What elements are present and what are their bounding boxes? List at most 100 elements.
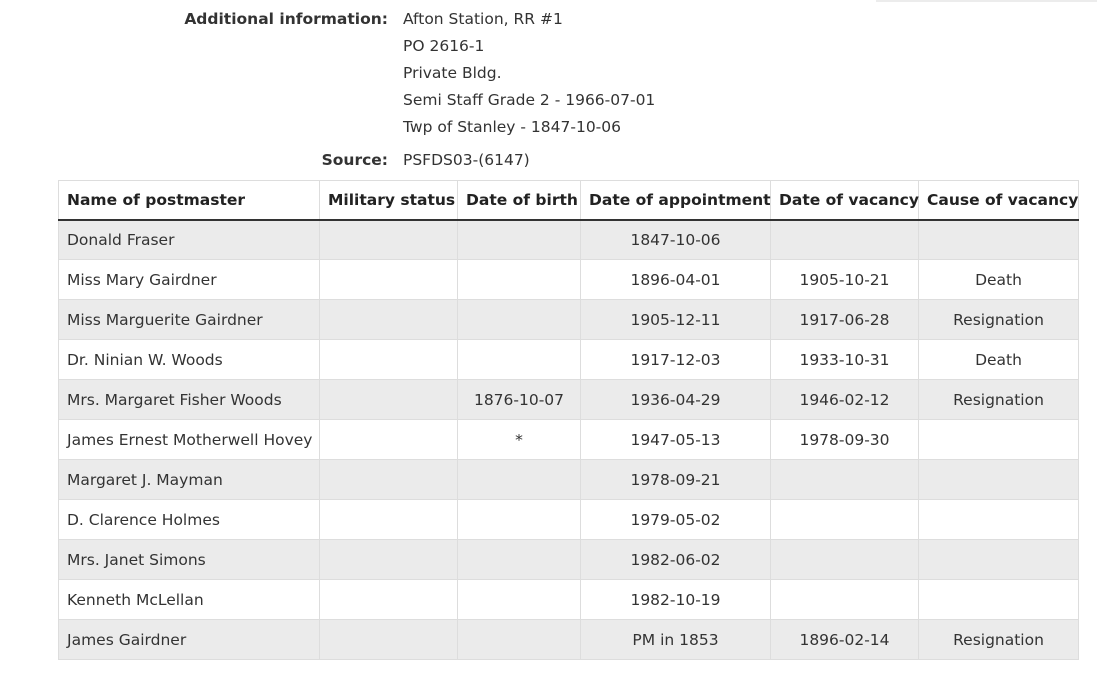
cell-name: D. Clarence Holmes — [58, 499, 320, 540]
cell-cause-of-vacancy: Resignation — [918, 299, 1079, 340]
header-cause-of-vacancy: Cause of vacancy — [918, 180, 1079, 221]
cell-name: Mrs. Margaret Fisher Woods — [58, 379, 320, 420]
table-header-row: Name of postmaster Military status Date … — [58, 180, 1079, 221]
cell-date-of-appointment: 1947-05-13 — [580, 419, 771, 460]
postoffice-info: Additional information: Afton Station, R… — [0, 6, 1097, 174]
header-name-of-postmaster: Name of postmaster — [58, 180, 320, 221]
cell-date-of-vacancy — [770, 219, 919, 260]
cell-military-status — [319, 459, 458, 500]
table-row: Kenneth McLellan 1982-10-19 — [58, 579, 1079, 620]
header-date-of-appointment: Date of appointment — [580, 180, 771, 221]
cell-date-of-birth — [457, 459, 581, 500]
cell-date-of-vacancy — [770, 459, 919, 500]
cell-date-of-appointment: 1979-05-02 — [580, 499, 771, 540]
table-row: Miss Marguerite Gairdner 1905-12-11 1917… — [58, 299, 1079, 340]
cell-name: James Ernest Motherwell Hovey — [58, 419, 320, 460]
cell-date-of-appointment: 1896-04-01 — [580, 259, 771, 300]
table-row: Margaret J. Mayman 1978-09-21 — [58, 459, 1079, 500]
cell-cause-of-vacancy: Death — [918, 259, 1079, 300]
cell-date-of-birth — [457, 619, 581, 660]
cell-cause-of-vacancy — [918, 499, 1079, 540]
table-row: Mrs. Margaret Fisher Woods 1876-10-07 19… — [58, 379, 1079, 420]
cell-date-of-appointment: 1905-12-11 — [580, 299, 771, 340]
table-row: James Gairdner PM in 1853 1896-02-14 Res… — [58, 619, 1079, 660]
cell-date-of-birth — [457, 499, 581, 540]
source-values: PSFDS03-(6147) — [403, 147, 530, 174]
cell-military-status — [319, 619, 458, 660]
cell-name: Margaret J. Mayman — [58, 459, 320, 500]
source-label: Source: — [321, 151, 388, 169]
cell-cause-of-vacancy: Resignation — [918, 379, 1079, 420]
additional-info-label: Additional information: — [184, 10, 388, 28]
cell-cause-of-vacancy: Resignation — [918, 619, 1079, 660]
source-value: PSFDS03-(6147) — [403, 151, 530, 169]
top-divider — [876, 0, 1097, 2]
cell-date-of-appointment: 1847-10-06 — [580, 219, 771, 260]
additional-info-line: Afton Station, RR #1 — [403, 10, 563, 28]
cell-name: Kenneth McLellan — [58, 579, 320, 620]
cell-date-of-vacancy: 1896-02-14 — [770, 619, 919, 660]
cell-date-of-birth — [457, 219, 581, 260]
cell-date-of-appointment: 1936-04-29 — [580, 379, 771, 420]
cell-cause-of-vacancy — [918, 219, 1079, 260]
additional-info-line: PO 2616-1 — [403, 37, 485, 55]
cell-date-of-appointment: PM in 1853 — [580, 619, 771, 660]
cell-military-status — [319, 259, 458, 300]
cell-military-status — [319, 539, 458, 580]
cell-date-of-appointment: 1917-12-03 — [580, 339, 771, 380]
table-row: Miss Mary Gairdner 1896-04-01 1905-10-21… — [58, 259, 1079, 300]
cell-date-of-vacancy — [770, 499, 919, 540]
cell-cause-of-vacancy — [918, 539, 1079, 580]
cell-military-status — [319, 339, 458, 380]
cell-cause-of-vacancy — [918, 419, 1079, 460]
cell-military-status — [319, 499, 458, 540]
cell-date-of-vacancy: 1978-09-30 — [770, 419, 919, 460]
table-row: Donald Fraser 1847-10-06 — [58, 219, 1079, 260]
cell-military-status — [319, 419, 458, 460]
header-date-of-vacancy: Date of vacancy — [770, 180, 919, 221]
cell-date-of-vacancy: 1933-10-31 — [770, 339, 919, 380]
header-date-of-birth: Date of birth — [457, 180, 581, 221]
cell-military-status — [319, 299, 458, 340]
cell-date-of-appointment: 1982-10-19 — [580, 579, 771, 620]
cell-date-of-vacancy: 1917-06-28 — [770, 299, 919, 340]
cell-date-of-birth — [457, 539, 581, 580]
cell-date-of-vacancy: 1905-10-21 — [770, 259, 919, 300]
cell-date-of-birth: 1876-10-07 — [457, 379, 581, 420]
cell-name: James Gairdner — [58, 619, 320, 660]
additional-info-values: Afton Station, RR #1 PO 2616-1 Private B… — [403, 6, 655, 141]
additional-info-line: Twp of Stanley - 1847-10-06 — [403, 118, 621, 136]
cell-date-of-vacancy — [770, 579, 919, 620]
cell-name: Miss Marguerite Gairdner — [58, 299, 320, 340]
cell-date-of-birth: * — [457, 419, 581, 460]
cell-date-of-vacancy: 1946-02-12 — [770, 379, 919, 420]
table-row: D. Clarence Holmes 1979-05-02 — [58, 499, 1079, 540]
cell-date-of-appointment: 1978-09-21 — [580, 459, 771, 500]
header-military-status: Military status — [319, 180, 458, 221]
cell-date-of-vacancy — [770, 539, 919, 580]
cell-name: Mrs. Janet Simons — [58, 539, 320, 580]
cell-cause-of-vacancy — [918, 459, 1079, 500]
additional-info-row: Additional information: Afton Station, R… — [0, 6, 1097, 141]
cell-cause-of-vacancy: Death — [918, 339, 1079, 380]
cell-name: Miss Mary Gairdner — [58, 259, 320, 300]
table-row: Mrs. Janet Simons 1982-06-02 — [58, 539, 1079, 580]
cell-military-status — [319, 379, 458, 420]
cell-date-of-birth — [457, 339, 581, 380]
source-row: Source: PSFDS03-(6147) — [0, 147, 1097, 174]
cell-military-status — [319, 219, 458, 260]
postmasters-table: Name of postmaster Military status Date … — [58, 180, 1079, 660]
additional-info-line: Private Bldg. — [403, 64, 502, 82]
cell-name: Donald Fraser — [58, 219, 320, 260]
cell-date-of-birth — [457, 299, 581, 340]
cell-name: Dr. Ninian W. Woods — [58, 339, 320, 380]
cell-date-of-appointment: 1982-06-02 — [580, 539, 771, 580]
table-body: Donald Fraser 1847-10-06 Miss Mary Gaird… — [58, 219, 1079, 660]
table-row: Dr. Ninian W. Woods 1917-12-03 1933-10-3… — [58, 339, 1079, 380]
table-row: James Ernest Motherwell Hovey * 1947-05-… — [58, 419, 1079, 460]
additional-info-line: Semi Staff Grade 2 - 1966-07-01 — [403, 91, 656, 109]
cell-date-of-birth — [457, 579, 581, 620]
cell-date-of-birth — [457, 259, 581, 300]
cell-military-status — [319, 579, 458, 620]
cell-cause-of-vacancy — [918, 579, 1079, 620]
